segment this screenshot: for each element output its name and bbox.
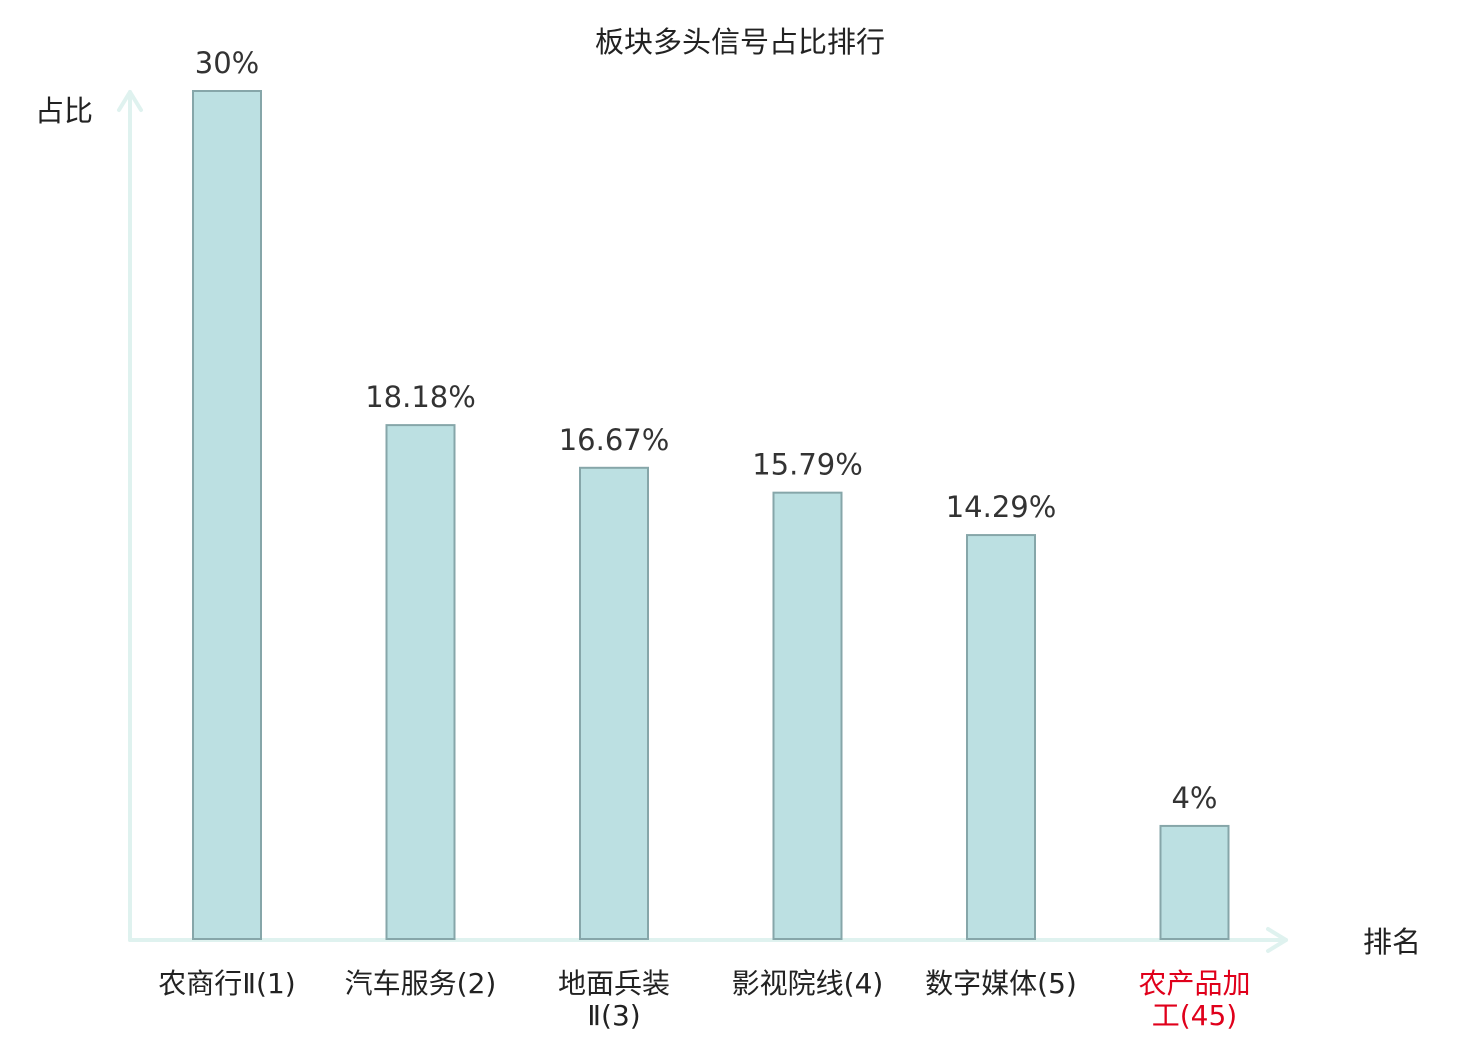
x-tick-label-4: 影视院线(4): [732, 967, 884, 1000]
value-labels: 30% 18.18% 16.67% 15.79% 14.29% 4%: [195, 46, 1218, 815]
value-label-6: 4%: [1171, 781, 1217, 815]
value-label-5: 14.29%: [946, 490, 1057, 524]
axes: [117, 90, 1288, 953]
value-label-2: 18.18%: [365, 380, 476, 414]
x-tick-labels: 农商行Ⅱ(1) 汽车服务(2) 地面兵装 Ⅱ(3) 影视院线(4) 数字媒体(5) 农产品加…: [158, 967, 1250, 1032]
x-tick-label-1: 农商行Ⅱ(1): [158, 967, 295, 1000]
value-label-1: 30%: [195, 46, 259, 80]
x-tick-label-line: 影视院线(4): [732, 967, 884, 1000]
x-tick-label-3: 地面兵装 Ⅱ(3): [558, 967, 670, 1032]
x-tick-label-5: 数字媒体(5): [925, 967, 1077, 1000]
bar-1: [192, 90, 262, 940]
bar-3: [579, 466, 649, 940]
y-axis-arrow-icon: [117, 90, 143, 112]
bar-4: [772, 491, 843, 940]
chart-title: 板块多头信号占比排行: [595, 25, 885, 59]
x-axis-label: 排名: [1363, 925, 1421, 959]
x-tick-label-line: Ⅱ(3): [587, 999, 640, 1032]
x-tick-label-2: 汽车服务(2): [345, 967, 497, 1000]
bar-5: [966, 534, 1036, 940]
x-tick-label-line: 农产品加: [1138, 967, 1250, 1000]
x-tick-label-6: 农产品加工(45): [1138, 967, 1250, 1032]
bar-6: [1159, 824, 1230, 941]
value-label-4: 15.79%: [752, 448, 863, 482]
x-tick-label-line: 地面兵装: [558, 967, 670, 1000]
x-tick-label-line: 工(45): [1152, 999, 1237, 1032]
bars: [192, 90, 1230, 941]
x-tick-label-line: 数字媒体(5): [925, 967, 1077, 1000]
x-axis-arrow-icon: [1266, 927, 1288, 953]
x-tick-label-line: 汽车服务(2): [345, 967, 497, 1000]
bar-2: [385, 424, 456, 940]
value-label-3: 16.67%: [559, 423, 670, 457]
y-axis-label: 占比: [35, 94, 93, 128]
x-tick-label-line: 农商行Ⅱ(1): [158, 967, 295, 1000]
